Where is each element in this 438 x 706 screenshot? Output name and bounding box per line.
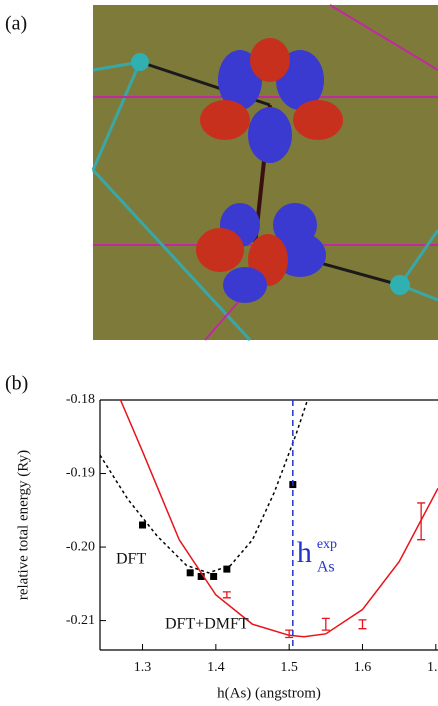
y-tick-label: -0.21: [66, 613, 95, 628]
error-bar: [222, 591, 231, 599]
reference-label: h: [297, 536, 312, 569]
curve: [119, 400, 438, 638]
data-point: [197, 572, 205, 580]
series-label: DFT+DMFT: [165, 616, 249, 633]
data-point: [223, 565, 231, 573]
y-tick-label: -0.20: [66, 539, 95, 554]
error-bar: [321, 617, 330, 631]
data-point: [186, 569, 194, 577]
reference-label-sup: exp: [317, 537, 337, 552]
x-axis-label: h(As) (angstrom): [217, 685, 321, 701]
y-tick-label: -0.19: [66, 466, 95, 481]
x-tick-label: 1.6: [354, 660, 372, 675]
y-axis-label: relative total energy (Ry): [15, 450, 31, 600]
data-point: [139, 521, 147, 529]
axes-frame: [99, 399, 438, 651]
error-bar: [285, 629, 294, 639]
data-point: [210, 572, 218, 580]
error-bar: [417, 502, 426, 541]
reference-label-sub: As: [317, 559, 335, 576]
x-tick-label: 1.7: [427, 660, 438, 675]
curve: [100, 400, 309, 574]
error-bar: [358, 619, 367, 630]
x-tick-label: 1.4: [207, 660, 225, 675]
y-tick-label: -0.18: [66, 392, 95, 407]
orbital-render: [91, 4, 438, 342]
plot-area: [100, 400, 438, 639]
panel-label: (a): [5, 13, 27, 35]
x-tick-label: 1.5: [280, 660, 298, 675]
x-tick-label: 1.3: [134, 660, 152, 675]
series-label: DFT: [116, 551, 146, 568]
panel-label: (b): [5, 373, 28, 395]
